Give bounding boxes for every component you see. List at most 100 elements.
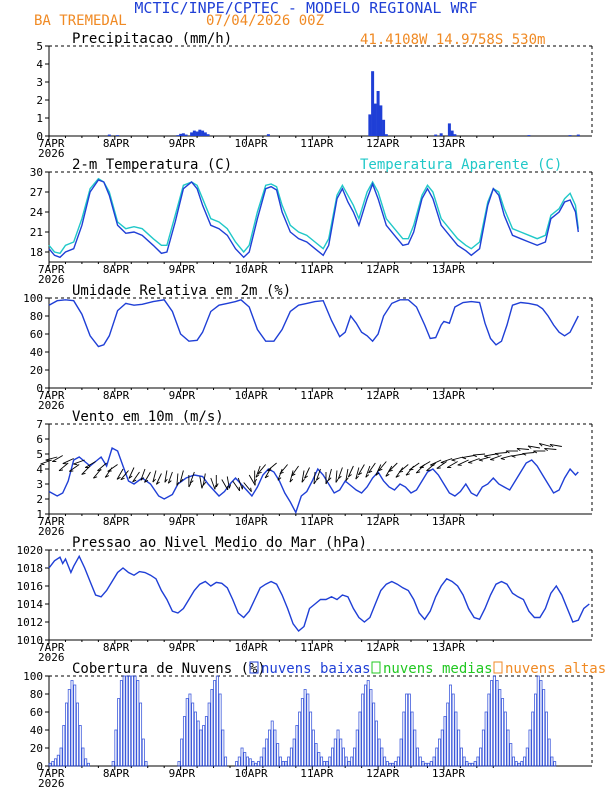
x-tick-label: 13APR	[432, 389, 465, 402]
wind-arrow	[375, 464, 382, 476]
cloud-bar-baixas	[481, 729, 485, 767]
precip-bar	[576, 134, 580, 136]
cloud-bar-baixas	[210, 689, 214, 767]
cloud-bar-baixas	[479, 747, 483, 767]
x-tick-label: 7APR	[38, 263, 65, 276]
x-tick-label: 9APR	[169, 263, 196, 276]
precip-bar	[527, 135, 531, 136]
y-tick-label: 1016	[17, 580, 44, 593]
cloud-bar-baixas	[76, 702, 79, 767]
cloud-bar-baixas	[278, 756, 282, 767]
cloud-bar-baixas	[303, 689, 307, 767]
wind-arrow	[478, 456, 491, 461]
precip-bar	[368, 114, 372, 136]
header-coords: 41.4108W 14.9758S 530m	[360, 32, 545, 48]
wind-arrow-head	[405, 473, 410, 476]
y-tick-label: 20	[30, 742, 43, 755]
cloud-bar-baixas	[542, 689, 546, 767]
wind-arrow	[527, 445, 540, 449]
x-year-label: 2026	[38, 273, 65, 286]
wind-arrow	[462, 455, 475, 459]
x-tick-label: 8APR	[103, 641, 130, 654]
cloud-bar-baixas	[139, 702, 143, 767]
cloud-bar-baixas	[130, 675, 134, 767]
x-tick-label: 11APR	[300, 263, 333, 276]
wind-arrow-head	[478, 459, 483, 462]
wind-arrow-head	[214, 485, 216, 490]
cloud-bar-baixas	[336, 729, 340, 767]
cloud-bar-baixas	[54, 758, 58, 767]
header-run: 07/04/2026 00Z	[206, 13, 324, 29]
panel-precip: 0 1 2 3 4 5 7APR 8APR 9APR 10APR 11APR 12APR 13APR 20…	[36, 31, 593, 160]
wind-arrow	[440, 458, 453, 464]
cloud-bar-baixas	[396, 756, 400, 767]
cloud-bar-baixas	[514, 761, 518, 767]
y-tick-label: 21	[30, 226, 43, 239]
panel-title: Precipitacao (mm/h)	[72, 31, 232, 47]
cloud-bar-baixas	[51, 761, 55, 767]
wind-arrow-head	[472, 454, 477, 458]
wind-arrow	[457, 459, 469, 466]
wind-arrow	[522, 452, 535, 454]
cloud-bar-baixas	[237, 756, 241, 767]
cloud-bar-baixas	[394, 761, 398, 767]
cloud-bar-baixas	[73, 684, 77, 767]
cloud-bar-baixas	[193, 711, 197, 767]
x-tick-label: 13APR	[432, 263, 465, 276]
wind-arrow-head	[168, 480, 172, 484]
wind-arrow	[176, 473, 179, 486]
wind-arrow	[500, 455, 513, 460]
cloud-bar-baixas	[325, 761, 329, 767]
y-tick-label: 0	[36, 382, 43, 395]
precip-bar	[198, 129, 202, 136]
wind-arrow-head	[277, 477, 282, 481]
wind-arrow-head	[358, 472, 363, 476]
precip-bar	[384, 134, 388, 136]
cloud-bar-baixas	[204, 716, 208, 767]
y-tick-label: 100	[23, 292, 43, 305]
wind-arrow-head	[426, 469, 431, 472]
wind-arrow-head	[202, 481, 207, 486]
wind-arrow-head	[45, 459, 50, 462]
panel-title: 2-m Temperatura (C)	[72, 157, 232, 173]
wind-arrow	[544, 448, 557, 450]
cloud-bar-baixas	[446, 702, 450, 767]
cloud-bar-baixas	[248, 758, 252, 767]
wind-arrow-head	[484, 455, 489, 458]
wind-arrow	[549, 443, 562, 447]
x-tick-label: 8APR	[103, 767, 130, 780]
x-tick-label: 11APR	[300, 767, 333, 780]
cloud-bar-baixas	[402, 711, 406, 767]
x-tick-label: 7APR	[38, 515, 65, 528]
cloud-bar-baixas	[81, 747, 85, 767]
wind-arrow	[516, 448, 529, 450]
x-tick-label: 11APR	[300, 389, 333, 402]
precip-bar	[266, 134, 270, 136]
series-line	[48, 554, 590, 633]
cloud-bar-baixas	[70, 680, 74, 767]
cloud-bar-baixas	[523, 756, 526, 767]
legend-apparent-temp: Temperatura Aparente (C)	[360, 157, 562, 173]
cloud-bar-baixas	[383, 756, 387, 767]
x-tick-label: 10APR	[234, 641, 267, 654]
wind-arrow	[484, 453, 497, 457]
wind-arrow	[73, 459, 85, 465]
x-tick-label: 8APR	[103, 515, 130, 528]
x-tick-label: 12APR	[366, 641, 399, 654]
wind-arrow-head	[40, 463, 45, 466]
cloud-bar-baixas	[141, 738, 145, 767]
cloud-bar-baixas	[300, 698, 304, 767]
wind-arrow	[419, 461, 431, 468]
cloud-bar-baixas	[534, 693, 537, 767]
y-tick-label: 5	[36, 448, 43, 461]
y-tick-label: 0	[36, 130, 43, 143]
cloud-bar-baixas	[128, 675, 132, 767]
cloud-bar-baixas	[377, 738, 381, 767]
cloud-bar-baixas	[517, 762, 521, 767]
wind-arrow-head	[73, 463, 78, 466]
wind-arrow	[337, 467, 343, 479]
wind-arrow-head	[385, 473, 390, 477]
wind-arrow	[289, 470, 294, 483]
cloud-bar-baixas	[413, 729, 417, 767]
